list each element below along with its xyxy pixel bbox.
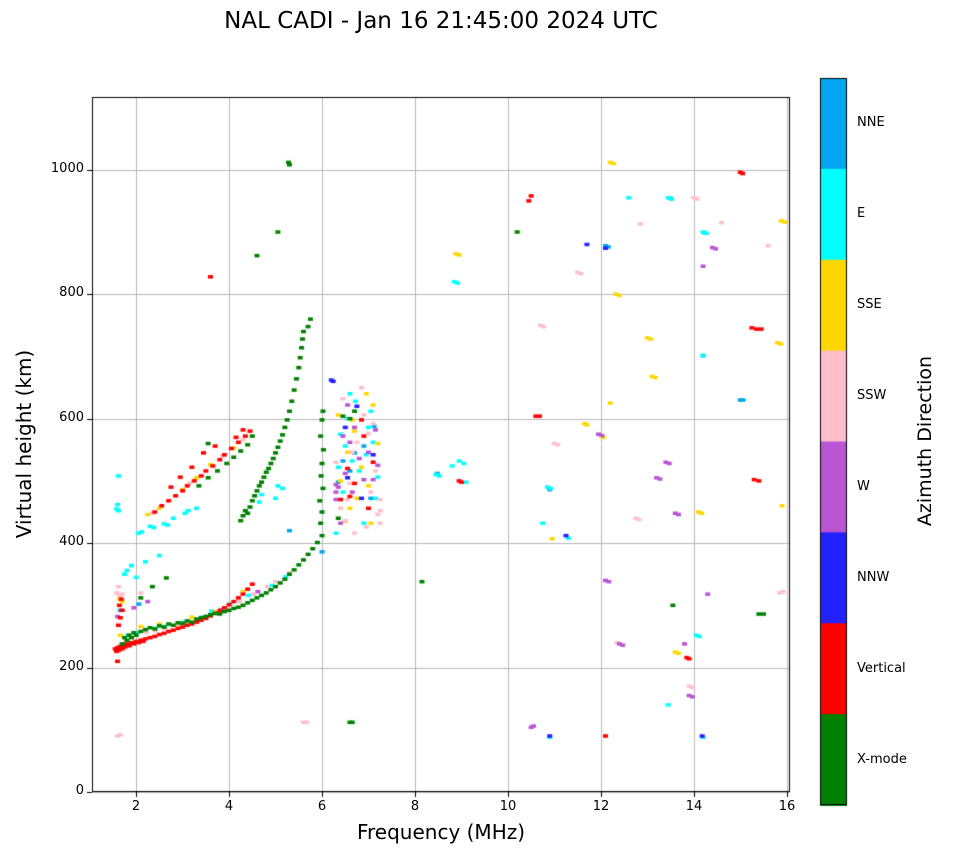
y-tick-label: 0 xyxy=(75,783,84,798)
y-axis-label: Virtual height (km) xyxy=(12,349,36,539)
x-tick-label: 10 xyxy=(499,799,517,814)
colorbar-label-sse: SSE xyxy=(857,297,882,312)
x-tick-label: 14 xyxy=(685,799,703,814)
x-tick-label: 6 xyxy=(317,799,327,814)
colorbar-label-nne: NNE xyxy=(857,115,885,130)
colorbar-label-ssw: SSW xyxy=(857,388,887,403)
x-tick-label: 8 xyxy=(410,799,420,814)
x-tick-label: 12 xyxy=(592,799,610,814)
colorbar-label-w: W xyxy=(857,479,870,494)
y-tick-label: 800 xyxy=(59,285,84,300)
colorbar-title: Azimuth Direction xyxy=(914,355,936,527)
x-tick-label: 16 xyxy=(778,799,796,814)
colorbar-label-e: E xyxy=(857,206,866,221)
y-tick-label: 200 xyxy=(59,659,84,674)
y-tick-label: 1000 xyxy=(50,161,84,176)
x-tick-label: 2 xyxy=(131,799,141,814)
x-tick-label: 4 xyxy=(224,799,234,814)
colorbar-label-nnw: NNW xyxy=(857,570,890,585)
x-axis-label: Frequency (MHz) xyxy=(356,820,526,844)
chart-title: NAL CADI - Jan 16 21:45:00 2024 UTC xyxy=(224,8,658,34)
colorbar-label-vertical: Vertical xyxy=(857,661,906,676)
y-tick-label: 400 xyxy=(59,534,84,549)
y-tick-label: 600 xyxy=(59,410,84,425)
colorbar-label-xmode: X-mode xyxy=(857,752,907,767)
